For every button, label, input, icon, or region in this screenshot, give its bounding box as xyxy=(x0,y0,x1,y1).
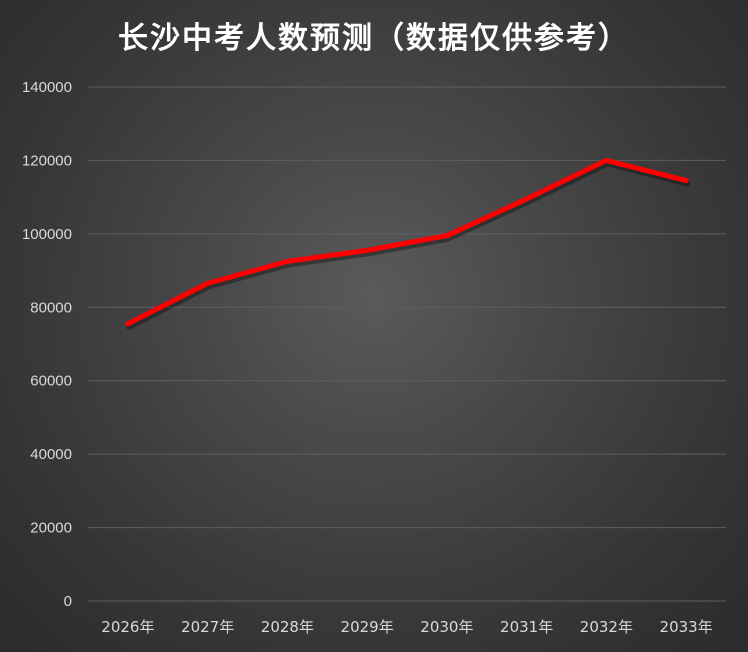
x-tick-label: 2027年 xyxy=(181,618,234,636)
x-tick-label: 2028年 xyxy=(261,618,314,636)
series-line-0 xyxy=(125,157,689,327)
data-point-2028年 xyxy=(284,258,290,264)
data-point-2027年 xyxy=(205,280,211,286)
y-tick-label: 20000 xyxy=(30,520,72,537)
x-tick-label: 2026年 xyxy=(101,618,154,636)
data-point-2030年 xyxy=(444,233,450,239)
x-tick-label: 2032年 xyxy=(580,618,633,636)
x-tick-label: 2030年 xyxy=(420,618,473,636)
series-line-shadow xyxy=(125,160,691,330)
data-point-2026年 xyxy=(125,321,131,327)
x-tick-label: 2029年 xyxy=(341,618,394,636)
y-tick-label: 120000 xyxy=(22,152,72,169)
y-tick-label: 40000 xyxy=(30,446,72,463)
x-tick-label: 2031年 xyxy=(500,618,553,636)
data-point-2033年 xyxy=(683,178,689,184)
data-point-2032年 xyxy=(603,157,609,163)
x-axis-tick-labels: 2026年 2027年 2028年 2029年 2030年 2031年 2032年 2033年 xyxy=(101,618,712,636)
y-tick-label: 60000 xyxy=(30,373,72,390)
gridlines xyxy=(88,86,726,602)
series-lines xyxy=(125,157,691,330)
data-point-2029年 xyxy=(364,247,370,253)
chart-title: 长沙中考人数预测（数据仅供参考） xyxy=(118,21,630,56)
y-tick-label: 0 xyxy=(64,593,72,610)
data-point-2031年 xyxy=(524,196,530,202)
y-tick-label: 80000 xyxy=(30,299,72,316)
y-axis-tick-labels: 0 20000 40000 60000 80000 100000 120000 140000 xyxy=(22,79,72,610)
y-tick-label: 140000 xyxy=(22,79,72,96)
y-tick-label: 100000 xyxy=(22,226,72,243)
x-tick-label: 2033年 xyxy=(660,618,713,636)
